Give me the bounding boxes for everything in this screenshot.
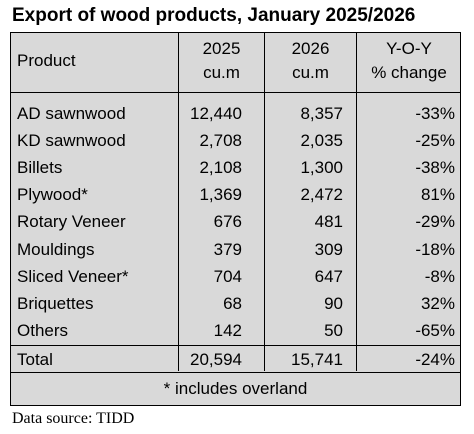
value-2025-cell: 704 (213, 267, 242, 286)
change-cell: -33% (415, 104, 455, 123)
product-cell: AD sawnwood (17, 104, 126, 123)
value-2026-cell: 481 (314, 212, 343, 231)
table-row: Mouldings 379 309 -18% (11, 237, 460, 263)
table-row: KD sawnwood 2,708 2,035 -25% (11, 128, 460, 154)
table-row: Sliced Veneer* 704 647 -8% (11, 264, 460, 290)
column-divider (356, 33, 357, 371)
value-2025-cell: 2,108 (199, 158, 242, 177)
product-cell: Others (17, 321, 69, 340)
value-2026-cell: 647 (314, 267, 343, 286)
value-2025-cell: 142 (213, 321, 242, 340)
table-row: Rotary Veneer 676 481 -29% (11, 209, 460, 235)
total-row: Total 20,594 15,741 -24% (11, 347, 460, 373)
value-2026-cell: 8,357 (300, 104, 343, 123)
header-2026-unit: cu.m (292, 63, 329, 82)
value-2025-cell: 676 (213, 212, 242, 231)
column-divider (178, 33, 179, 371)
value-2026-cell: 2,035 (300, 131, 343, 150)
data-source: Data source: TIDD (12, 410, 135, 427)
change-cell: -29% (415, 212, 455, 231)
value-2026-cell: 2,472 (300, 185, 343, 204)
table-footnote: * includes overland (163, 379, 308, 398)
header-2025: 2025 (202, 39, 241, 58)
product-cell: Billets (17, 158, 63, 177)
product-cell: Mouldings (17, 240, 95, 259)
table-row: Plywood* 1,369 2,472 81% (11, 182, 460, 208)
header-2025-unit: cu.m (203, 63, 240, 82)
product-cell: Plywood* (17, 185, 88, 204)
header-2026: 2026 (291, 39, 330, 58)
header-product: Product (17, 51, 76, 70)
total-label: Total (17, 350, 53, 369)
table-row: AD sawnwood 12,440 8,357 -33% (11, 101, 460, 127)
value-2025-cell: 68 (223, 294, 242, 313)
value-2025-cell: 379 (213, 240, 242, 259)
value-2026-cell: 50 (324, 321, 343, 340)
product-cell: Briquettes (17, 294, 94, 313)
column-divider (264, 33, 265, 371)
note-divider (11, 372, 460, 373)
change-cell: 81% (420, 185, 455, 204)
value-2025-cell: 2,708 (199, 131, 242, 150)
table-row: Billets 2,108 1,300 -38% (11, 155, 460, 181)
total-change-cell: -24% (415, 350, 455, 369)
product-cell: Sliced Veneer* (17, 267, 129, 286)
change-cell: -8% (424, 267, 455, 286)
header-divider (11, 92, 460, 93)
header-yoy-unit: % change (371, 63, 447, 82)
value-2025-cell: 12,440 (190, 104, 242, 123)
table-title: Export of wood products, January 2025/20… (12, 5, 416, 26)
change-cell: -38% (415, 158, 455, 177)
export-table: Product 2025 cu.m 2026 cu.m Y-O-Y % chan… (10, 32, 461, 406)
value-2026-cell: 90 (324, 294, 343, 313)
change-cell: -25% (415, 131, 455, 150)
total-divider (11, 345, 460, 346)
total-2025-cell: 20,594 (190, 350, 242, 369)
change-cell: -65% (415, 321, 455, 340)
table-row: Others 142 50 -65% (11, 318, 460, 344)
product-cell: Rotary Veneer (17, 212, 126, 231)
change-cell: 32% (420, 294, 455, 313)
value-2026-cell: 1,300 (300, 158, 343, 177)
total-2026-cell: 15,741 (291, 350, 343, 369)
change-cell: -18% (415, 240, 455, 259)
header-yoy: Y-O-Y (386, 39, 432, 58)
table-row: Briquettes 68 90 32% (11, 291, 460, 317)
value-2025-cell: 1,369 (199, 185, 242, 204)
product-cell: KD sawnwood (17, 131, 126, 150)
value-2026-cell: 309 (314, 240, 343, 259)
